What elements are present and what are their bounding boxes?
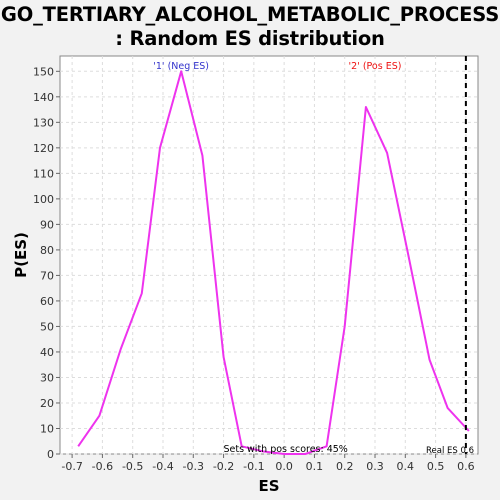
chart-title-line-1: GO_TERTIARY_ALCOHOL_METABOLIC_PROCESS: [0, 3, 500, 26]
x-tick-label: 0.4: [397, 460, 415, 473]
pos-es-label: '2' (Pos ES): [349, 61, 402, 72]
y-tick-label: 20: [40, 397, 54, 410]
real-es-text: Real ES 0.6: [426, 446, 474, 456]
x-tick-label: 0.0: [275, 460, 293, 473]
x-axis-label: ES: [258, 477, 279, 495]
y-tick-label: 130: [33, 116, 54, 129]
x-tick-label: -0.4: [152, 460, 173, 473]
y-tick-label: 70: [40, 269, 54, 282]
series-line: [77, 70, 470, 455]
x-tick-label: 0.6: [457, 460, 475, 473]
x-tick-label: -0.2: [213, 460, 234, 473]
y-axis-label: P(ES): [12, 232, 30, 278]
x-tick-label: -0.6: [92, 460, 113, 473]
grid-lines: [60, 56, 478, 455]
axes: -0.7 -0.6 -0.5 -0.4 -0.3 -0.2 -0.1 0.0 0.1 0.2 0.3…: [33, 65, 475, 473]
x-tick-label: -0.7: [61, 460, 82, 473]
sets-with-pos-scores-text: Sets with pos scores: 45%: [223, 444, 347, 455]
x-tick-label: -0.3: [183, 460, 204, 473]
y-tick-label: 120: [33, 142, 54, 155]
x-tick-label: 0.3: [366, 460, 384, 473]
y-tick-label: 30: [40, 371, 54, 384]
x-tick-label: 0.1: [306, 460, 324, 473]
y-tick-label: 100: [33, 193, 54, 206]
y-tick-label: 80: [40, 244, 54, 257]
plot-area: [59, 55, 479, 455]
y-tick-label: 140: [33, 91, 54, 104]
x-tick-label: -0.1: [243, 460, 264, 473]
series-layer: [77, 70, 470, 455]
y-tick-label: 150: [33, 65, 54, 78]
y-tick-label: 110: [33, 167, 54, 180]
y-tick-label: 0: [47, 448, 54, 461]
y-tick-label: 90: [40, 218, 54, 231]
y-tick-label: 60: [40, 295, 54, 308]
neg-es-label: '1' (Neg ES): [153, 61, 209, 72]
x-tick-label: 0.5: [427, 460, 445, 473]
x-tick-label: 0.2: [336, 460, 354, 473]
y-tick-label: 50: [40, 320, 54, 333]
y-tick-label: 10: [40, 422, 54, 435]
y-tick-label: 40: [40, 346, 54, 359]
chart-title-line-2: : Random ES distribution: [115, 27, 385, 50]
x-tick-label: -0.5: [122, 460, 143, 473]
